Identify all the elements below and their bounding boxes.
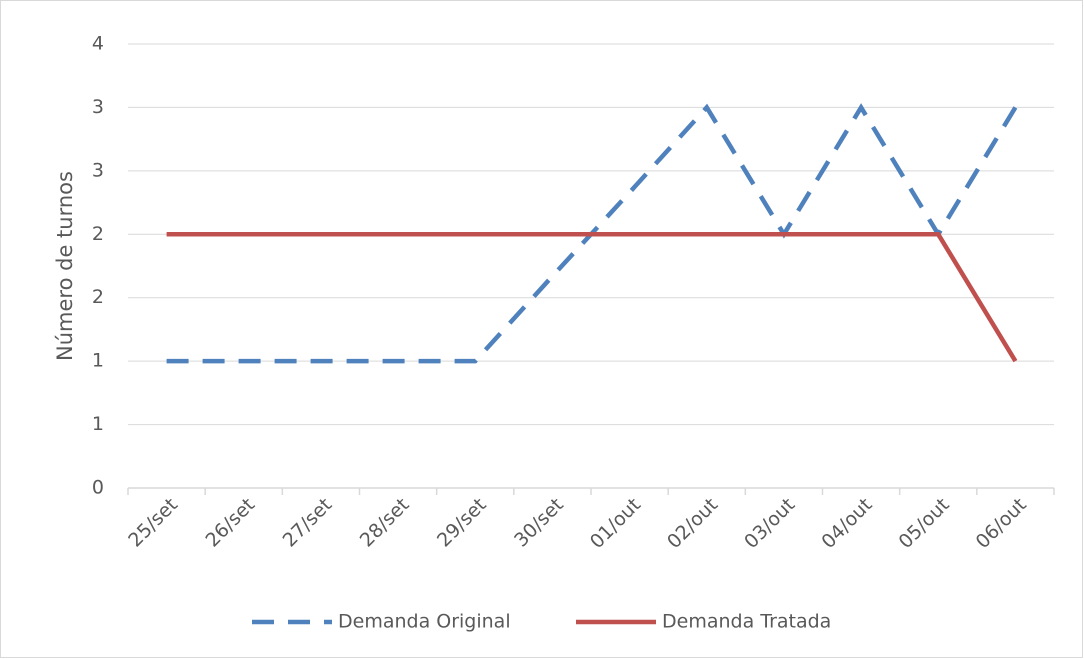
- y-axis-title: Número de turnos: [53, 171, 77, 361]
- y-tick-label: 3: [92, 96, 104, 118]
- legend-label: Demanda Tratada: [662, 611, 831, 633]
- y-tick-label: 2: [92, 286, 104, 308]
- legend-label: Demanda Original: [338, 611, 511, 633]
- series-line: [166, 232, 1018, 363]
- y-tick-label: 2: [92, 223, 104, 245]
- y-tick-label: 4: [92, 33, 104, 55]
- y-tick-label: 3: [92, 159, 104, 181]
- y-tick-label: 1: [92, 413, 104, 435]
- y-tick-label: 0: [92, 477, 104, 499]
- y-tick-label: 1: [92, 350, 104, 372]
